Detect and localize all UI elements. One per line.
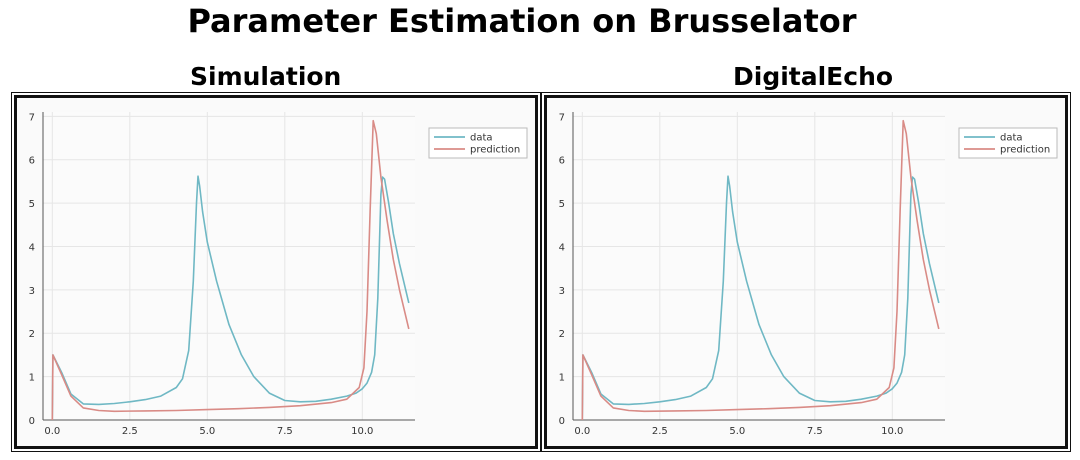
series-line-prediction (51, 119, 410, 421)
y-tick-label: 2 (559, 329, 565, 340)
legend-label-data: data (470, 133, 493, 144)
plot-area (573, 112, 945, 420)
y-tick-label: 5 (29, 199, 35, 210)
y-tick-label: 6 (29, 156, 35, 167)
x-tick-label: 5.0 (199, 426, 215, 437)
digitalecho-chart-panel: 0 1 2 3 4 5 6 7 0.0 2.5 5.0 7.5 10.0 data prediction (541, 92, 1071, 452)
y-tick-label: 0 (559, 416, 565, 427)
series-line-data (581, 175, 940, 421)
legend-label-data: data (1000, 133, 1023, 144)
simulation-chart-panel: 0 1 2 3 4 5 6 7 0.0 2.5 5.0 7.5 10.0 data prediction (11, 92, 541, 452)
y-tick-label: 1 (29, 373, 35, 384)
x-tick-label: 7.5 (807, 426, 823, 437)
y-tick-label: 3 (559, 286, 565, 297)
x-tick-label: 0.0 (44, 426, 60, 437)
digitalecho-subtitle: DigitalEcho (733, 62, 894, 91)
y-tick-label: 2 (29, 329, 35, 340)
x-tick-label: 10.0 (351, 426, 373, 437)
x-tick-label: 7.5 (277, 426, 293, 437)
y-tick-label: 5 (559, 199, 565, 210)
legend-label-prediction: prediction (470, 145, 520, 156)
y-tick-label: 7 (29, 112, 35, 123)
y-tick-label: 4 (559, 242, 565, 253)
x-tick-label: 5.0 (729, 426, 745, 437)
plot-area (43, 112, 415, 420)
y-tick-label: 3 (29, 286, 35, 297)
x-tick-label: 2.5 (652, 426, 668, 437)
legend-box (428, 127, 528, 159)
legend-label-prediction: prediction (1000, 145, 1050, 156)
y-tick-label: 1 (559, 373, 565, 384)
y-tick-label: 7 (559, 112, 565, 123)
series-line-data (51, 175, 410, 421)
simulation-subtitle: Simulation (190, 62, 342, 91)
series-line-prediction (581, 119, 940, 421)
y-tick-label: 6 (559, 156, 565, 167)
page-title: Parameter Estimation on Brusselator (187, 2, 857, 40)
x-tick-label: 10.0 (881, 426, 903, 437)
x-tick-label: 2.5 (122, 426, 138, 437)
y-tick-label: 4 (29, 242, 35, 253)
x-tick-label: 0.0 (574, 426, 590, 437)
y-tick-label: 0 (29, 416, 35, 427)
legend-box (958, 127, 1058, 159)
